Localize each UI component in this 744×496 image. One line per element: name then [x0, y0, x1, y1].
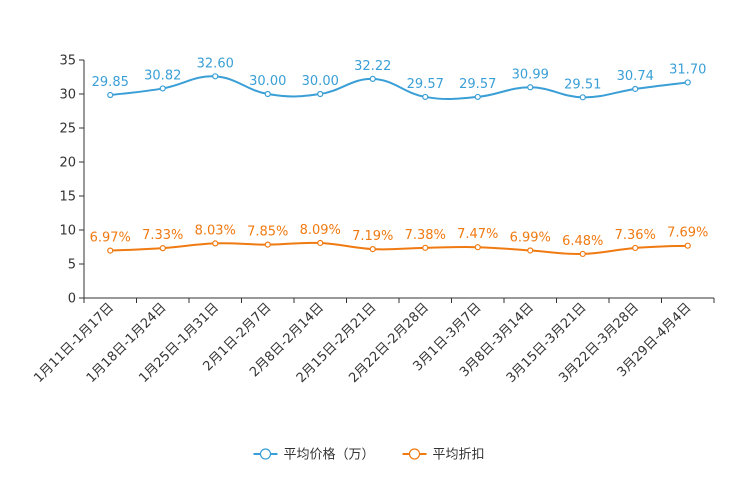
- data-point: [422, 244, 429, 251]
- series-layer: 29.85 30.82 32.60 30.00 30.00 32.22 29.57 29.57…: [90, 56, 708, 258]
- data-label: 7.69%: [667, 226, 708, 241]
- data-label: 32.22: [354, 59, 391, 74]
- data-label: 30.74: [617, 69, 654, 84]
- axes: 051015202530351月11日-1月17日1月18日-1月24日1月25…: [31, 54, 715, 386]
- y-tick-label: 25: [59, 122, 76, 137]
- data-point: [684, 242, 691, 249]
- data-label: 29.57: [459, 77, 496, 92]
- y-tick-label: 5: [68, 258, 76, 273]
- data-point: [474, 93, 481, 101]
- data-label: 6.97%: [90, 231, 131, 246]
- data-label: 32.60: [197, 56, 234, 71]
- data-label: 7.19%: [352, 229, 393, 244]
- data-point: [317, 239, 324, 247]
- data-label: 7.47%: [457, 227, 498, 242]
- series-line-1: [110, 241, 688, 255]
- data-label: 7.36%: [615, 228, 656, 243]
- data-point: [632, 85, 639, 93]
- legend-label: 平均折扣: [433, 448, 485, 463]
- data-point: [264, 241, 271, 248]
- data-label: 30.00: [302, 74, 339, 89]
- y-tick-label: 10: [59, 224, 76, 239]
- data-label: 8.09%: [300, 223, 341, 238]
- data-label: 7.85%: [247, 225, 288, 240]
- legend-circle-symbol: [408, 448, 421, 460]
- data-label: 7.33%: [142, 228, 183, 243]
- data-point: [159, 85, 166, 92]
- data-point: [264, 90, 271, 98]
- legend: 平均价格（万） 平均折扣: [253, 447, 485, 463]
- y-tick-label: 30: [59, 88, 76, 103]
- data-point: [579, 94, 586, 101]
- data-label: 29.51: [564, 77, 601, 92]
- y-tick-label: 20: [59, 156, 76, 171]
- data-label: 31.70: [669, 62, 706, 77]
- data-label: 30.99: [512, 67, 549, 82]
- data-label: 6.48%: [562, 234, 603, 249]
- data-point: [422, 93, 429, 101]
- data-point: [527, 247, 534, 254]
- data-point: [684, 79, 691, 86]
- data-label: 8.03%: [195, 223, 236, 238]
- data-point: [107, 91, 114, 99]
- legend-label: 平均价格（万）: [284, 447, 375, 463]
- data-label: 30.82: [144, 68, 181, 83]
- data-label: 30.00: [249, 74, 286, 89]
- data-point: [212, 73, 219, 80]
- data-point: [527, 84, 534, 91]
- data-point: [632, 244, 639, 252]
- data-point: [474, 244, 481, 251]
- series-line-0: [110, 75, 688, 101]
- data-label: 7.38%: [405, 228, 446, 243]
- data-point: [107, 247, 114, 254]
- data-point: [317, 90, 324, 98]
- data-label: 29.57: [407, 77, 444, 92]
- y-tick-label: 0: [68, 292, 76, 307]
- data-label: 29.85: [92, 75, 129, 90]
- y-tick-label: 15: [59, 190, 76, 205]
- data-point: [159, 245, 166, 252]
- data-label: 6.99%: [510, 230, 551, 245]
- data-point: [369, 246, 376, 253]
- data-point: [369, 75, 376, 83]
- legend-circle-symbol: [259, 448, 272, 460]
- data-point: [579, 250, 586, 258]
- data-point: [212, 240, 219, 247]
- y-tick-label: 35: [59, 54, 76, 69]
